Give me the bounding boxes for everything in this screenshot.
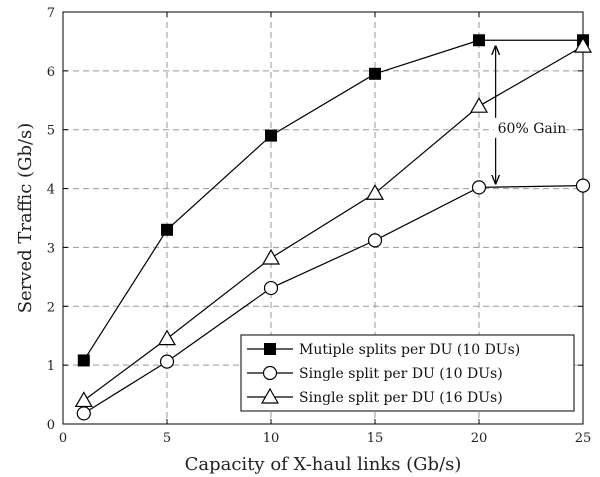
series-line [83,185,584,414]
y-axis-title: Served Traffic (Gb/s) [15,123,36,314]
x-axis-ticks: 0 5 10 15 20 25 [59,12,591,446]
x-axis-title: Capacity of X-haul links (Gb/s) [185,454,462,475]
legend-entry: Mutiple splits per DU (10 DUs) [247,342,520,358]
data-point-circle [262,365,278,381]
legend-label: Single split per DU (10 DUs) [299,366,503,382]
gain-annotation: 60% Gain [493,46,567,183]
x-tick-label: 0 [59,431,67,446]
data-point-triangle [469,96,489,113]
data-point-square [369,67,381,80]
gain-label: 60% Gain [498,121,567,137]
y-tick-label: 1 [47,359,55,374]
legend-entry: Single split per DU (16 DUs) [247,387,503,406]
x-tick-label: 10 [263,431,280,446]
y-tick-label: 6 [47,65,55,80]
x-tick-label: 15 [367,431,384,446]
series-line [83,39,583,361]
data-point-circle [159,354,175,369]
data-point-circle [263,280,279,296]
data-point-square [161,223,173,236]
x-tick-label: 25 [575,431,592,446]
data-point-circle [76,406,91,421]
plot-frame [62,11,584,425]
x-tick-label: 20 [471,431,488,446]
y-tick-label: 7 [47,6,55,21]
legend-label: Mutiple splits per DU (10 DUs) [299,342,520,358]
y-tick-label: 3 [47,241,55,256]
y-tick-label: 2 [47,300,55,315]
data-point-square [265,129,277,142]
data-point-circle [471,180,487,195]
series-lines [74,34,593,421]
gain-label-background [493,117,566,138]
y-axis-ticks: 0 1 2 3 4 5 6 7 [47,6,583,433]
legend-entry: Single split per DU (10 DUs) [247,365,503,382]
data-point-triangle [573,36,593,53]
data-point-circle [575,178,591,193]
legend-label: Single split per DU (16 DUs) [299,390,503,406]
series-2 [76,178,591,421]
legend-box [240,334,575,412]
y-tick-label: 4 [47,183,55,198]
data-point-square [77,354,90,367]
y-tick-label: 0 [47,418,55,433]
data-point-circle [367,233,383,248]
data-point-triangle [157,329,177,346]
data-point-triangle [261,248,281,265]
y-tick-label: 5 [47,124,55,139]
data-point-square [473,34,485,47]
data-point-triangle [365,184,385,200]
data-point-triangle [74,391,93,408]
data-point-triangle [260,387,280,404]
legend: Mutiple splits per DU (10 DUs) Single spl… [240,334,575,412]
data-point-square [264,343,276,355]
x-tick-label: 5 [163,431,171,446]
